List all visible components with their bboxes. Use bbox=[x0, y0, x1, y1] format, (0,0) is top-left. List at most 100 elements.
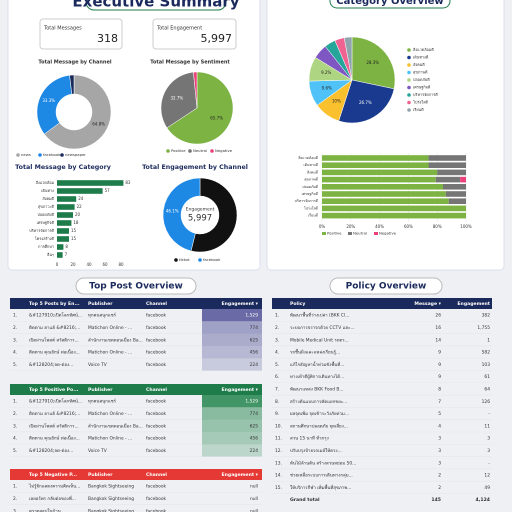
message-count: 4 bbox=[438, 423, 441, 429]
x-tick-label: 40% bbox=[375, 224, 384, 229]
pie-slice bbox=[162, 177, 201, 252]
policy-text: Mobile Medical Unit รถตร... bbox=[290, 337, 349, 343]
panel-title: Executive Summary bbox=[72, 0, 239, 11]
row-rank: 1. bbox=[13, 484, 17, 490]
policy-text: พัฒนาแหล่ง BKK Food B... bbox=[290, 387, 344, 393]
legend-label: facebook bbox=[203, 257, 221, 262]
engagement-shade bbox=[202, 431, 262, 445]
legend-label: เศรษฐกิจดี bbox=[413, 85, 431, 90]
post-text: ตรวจสอบในบ้าน ... bbox=[29, 508, 66, 512]
bar bbox=[57, 236, 69, 242]
legend-label: Negative bbox=[215, 148, 233, 153]
row-rank: 7. bbox=[275, 387, 279, 393]
slice-label: 46.1% bbox=[166, 209, 179, 214]
legend-label: Negative bbox=[379, 231, 397, 236]
slice-label: 64.8% bbox=[92, 121, 105, 126]
stacked-bar-segment bbox=[322, 155, 429, 161]
category-label: เศรษฐกิจดี bbox=[37, 220, 55, 225]
category-label: เดินทาง bbox=[41, 188, 54, 193]
stacked-bar-segment bbox=[322, 212, 466, 219]
legend-swatch bbox=[16, 153, 20, 157]
bar bbox=[57, 196, 77, 202]
channel: facebook bbox=[146, 399, 167, 405]
post-text: ติดตาม คุณยักษ์ ต่อเนื่อง... bbox=[29, 435, 80, 442]
engagement-shade bbox=[202, 345, 262, 359]
row-rank: 12. bbox=[275, 448, 282, 454]
policy-text: ให้บริการกีฬา เพิ่มพื้นที่สุขภาพ... bbox=[290, 484, 351, 491]
value-label: 15 bbox=[71, 236, 77, 241]
engagement-value: 625 bbox=[250, 337, 259, 343]
bar bbox=[57, 212, 73, 218]
channel: facebook bbox=[146, 484, 167, 490]
post-text: &#128204;ลด-ต่อง... bbox=[29, 448, 73, 454]
row-rank: 3. bbox=[13, 337, 17, 343]
pie-slice bbox=[166, 71, 234, 145]
value-label: 22 bbox=[77, 204, 83, 209]
column-header: Channel bbox=[146, 387, 167, 393]
stacked-bar-segment bbox=[322, 176, 436, 183]
message-count: 5 bbox=[438, 411, 441, 417]
post-text: ติดตาม ฮาแฮ้ &#8216;... bbox=[29, 325, 80, 331]
publisher: Matichon Online - ... bbox=[88, 325, 132, 331]
message-count: 3 bbox=[438, 448, 441, 454]
x-tick-label: 40 bbox=[86, 262, 92, 267]
card-label: Total Messages bbox=[43, 26, 82, 32]
legend-swatch bbox=[322, 232, 326, 235]
policy-text: ต้นไม้ล้านต้น สร้างสวนหย่อม 50... bbox=[290, 460, 356, 466]
publisher: ทุกคนสนุกแชร์ bbox=[88, 313, 117, 319]
engagement-value: 3 bbox=[487, 436, 490, 442]
row-rank: 1. bbox=[13, 399, 17, 405]
card bbox=[39, 18, 123, 50]
column-header: Engagement ▾ bbox=[222, 387, 259, 393]
legend-swatch bbox=[348, 232, 352, 235]
pie-slice bbox=[343, 36, 353, 81]
post-text: ติดตาม คุณยักษ์ ต่อเนื่อง... bbox=[29, 349, 80, 356]
category-label: สังคมดี bbox=[42, 196, 54, 201]
message-count: 2 bbox=[438, 485, 441, 491]
legend-label: สิ่งแวดล้อมดี bbox=[412, 47, 434, 52]
publisher: Bangkok Sightseeing bbox=[88, 484, 134, 490]
value-label: 15 bbox=[71, 228, 77, 233]
row-rank: 4. bbox=[13, 436, 17, 442]
bar bbox=[57, 252, 63, 258]
row-rank: 2. bbox=[13, 496, 17, 502]
pie-slice bbox=[43, 74, 112, 150]
card bbox=[152, 18, 237, 50]
engagement-value: - bbox=[488, 461, 490, 466]
engagement-shade bbox=[202, 419, 262, 432]
message-count: 26 bbox=[435, 313, 441, 319]
publisher: Bangkok Sightseeing bbox=[88, 496, 134, 502]
column-header: Engagement ▾ bbox=[222, 472, 259, 478]
chart-title: Total Message by Sentiment bbox=[150, 60, 230, 66]
channel: facebook bbox=[146, 313, 167, 319]
section-title: Top Post Overview bbox=[89, 282, 183, 292]
channel: facebook bbox=[146, 436, 167, 442]
engagement-shade bbox=[202, 333, 262, 346]
donut-hole bbox=[182, 197, 218, 233]
column-header: Engagement ▾ bbox=[222, 301, 259, 307]
value-label: 24 bbox=[78, 196, 84, 201]
column-header: Channel bbox=[146, 472, 167, 478]
policy-text: สร้างต้นแบบการคัดแยกขยะ... bbox=[290, 399, 347, 405]
engagement-value: 3 bbox=[487, 448, 490, 454]
row-rank: 2. bbox=[13, 325, 17, 331]
engagement-value: 1,529 bbox=[245, 399, 258, 405]
stacked-bar-segment bbox=[445, 191, 466, 197]
legend-label: สุขภาพดี bbox=[413, 70, 428, 76]
column-header: Top 5 Negative P... bbox=[29, 472, 77, 478]
category-label: บริหารจัดการดี bbox=[29, 228, 54, 233]
bar bbox=[57, 188, 103, 194]
channel: facebook bbox=[146, 496, 167, 502]
category-label: ปลอดภัยดี bbox=[302, 184, 318, 189]
legend-swatch bbox=[407, 55, 411, 60]
category-label: สุขภาพดี bbox=[304, 177, 318, 183]
row-rank: 3. bbox=[13, 508, 17, 512]
column-header: Top 5 Positive Po... bbox=[29, 387, 79, 393]
total-engagement: 4,124 bbox=[475, 497, 490, 503]
value-label: 57 bbox=[105, 188, 111, 193]
row-rank: 5. bbox=[13, 448, 17, 454]
channel: facebook bbox=[146, 337, 167, 343]
category-label: เรียนดี bbox=[308, 213, 319, 218]
category-label: สิ่งแวดล้อมดี bbox=[298, 155, 318, 160]
column-header: Publisher bbox=[88, 472, 113, 478]
